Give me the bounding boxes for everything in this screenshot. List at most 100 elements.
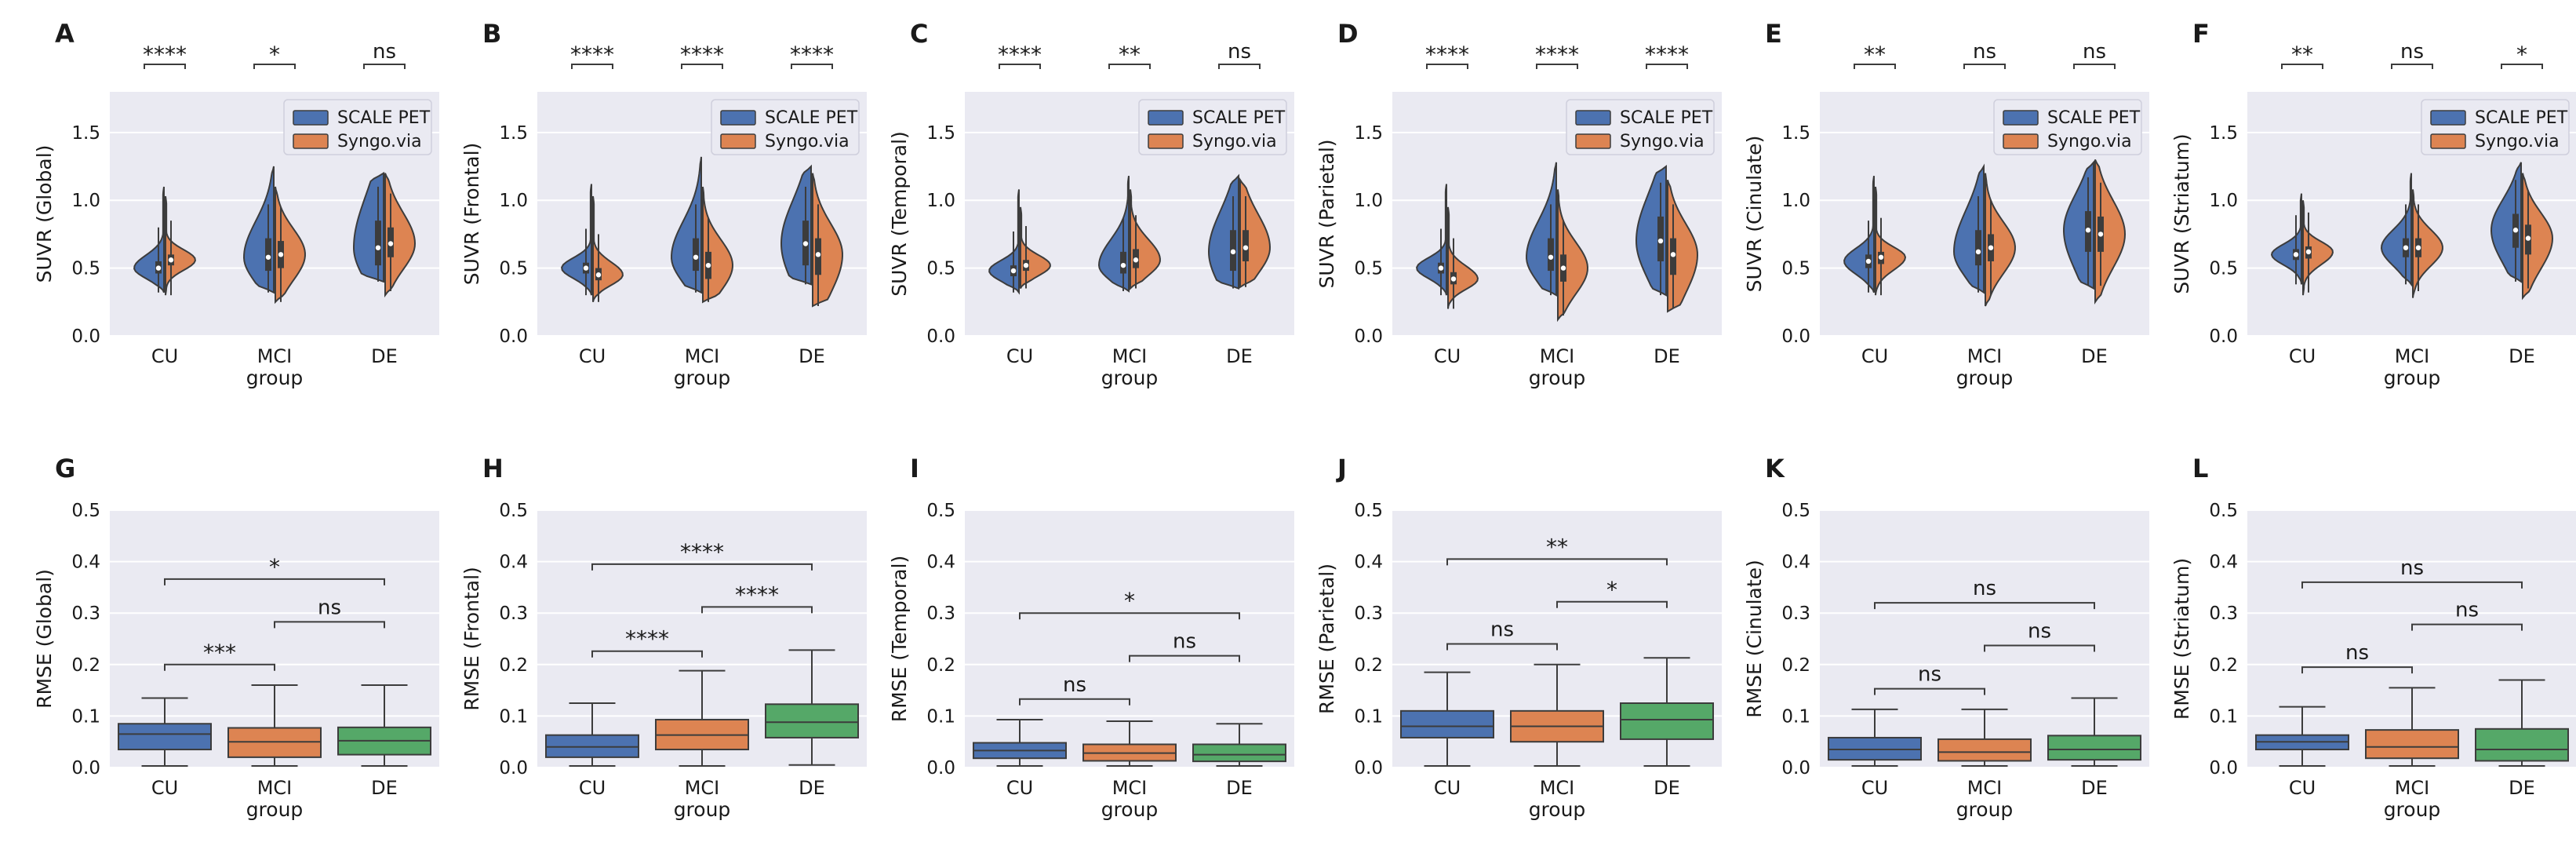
violin-iqr-box [1975, 230, 1981, 266]
significance-label: **** [570, 42, 614, 67]
significance-bracket [1646, 64, 1688, 69]
comparison-label: **** [680, 539, 724, 565]
box-de [2475, 679, 2569, 768]
comparison-label: ns [2455, 599, 2479, 622]
y-tick-label: 0.4 [1354, 552, 1383, 573]
y-tick-label: 0.3 [1781, 604, 1810, 624]
x-tick-label: MCI [2395, 345, 2430, 367]
y-tick-label: 0.4 [2209, 552, 2238, 573]
significance-bracket [144, 64, 186, 69]
violin-median-point [1548, 254, 1554, 260]
box-cu [2255, 706, 2349, 768]
y-axis-label: RMSE (Striatum) [2170, 558, 2193, 720]
comparison-label: ns [1063, 673, 1086, 697]
y-tick-label: 0.1 [1354, 706, 1383, 727]
violin-median-point [1670, 252, 1676, 257]
legend-swatch-scale-pet [293, 110, 329, 126]
significance-bracket [2281, 64, 2323, 69]
violin-scale-pet-de [2490, 162, 2522, 283]
violin-median-point [693, 254, 699, 260]
violin-syngo-via-mci [1557, 189, 1588, 323]
y-tick-label: 0.0 [71, 326, 100, 347]
violin-median-point [815, 252, 821, 257]
comparison-bracket [1556, 600, 1668, 608]
y-tick-label: 0.3 [2209, 604, 2238, 624]
y-tick-label: 0.5 [1781, 259, 1810, 279]
y-tick-label: 0.0 [1354, 326, 1383, 347]
y-tick-label: 1.5 [1781, 123, 1810, 144]
comparison-bracket [1874, 602, 2095, 610]
significance-label: ns [1973, 40, 1996, 64]
legend-label: Syngo.via [2047, 132, 2132, 151]
box-iqr [1192, 743, 1286, 763]
comparison-bracket [591, 650, 703, 658]
x-tick-label: CU [1434, 777, 1461, 799]
panel-f: F 0.0 0.5 1.0 1.5 SUVR (Striatum) CU MCI DE group… [2170, 19, 2576, 389]
y-tick-label: 0.0 [499, 758, 528, 779]
comparison-label: **** [735, 582, 779, 607]
y-tick-label: 0.0 [1781, 326, 1810, 347]
panel-label: C [910, 19, 928, 49]
x-tick-label: DE [371, 777, 398, 799]
legend: SCALE PET Syngo.via [1138, 99, 1287, 155]
panel-e: E 0.0 0.5 1.0 1.5 SUVR (Cinulate) CU MCI DE group… [1743, 19, 2149, 389]
y-tick-label: 0.4 [499, 552, 528, 573]
panel-label: H [482, 454, 504, 483]
comparison-label: * [1606, 577, 1617, 603]
violin-iqr-box [1548, 238, 1554, 272]
legend-swatch-syngo-via [720, 133, 756, 149]
x-axis-label: group [246, 366, 304, 389]
box-iqr [765, 703, 859, 738]
box-iqr [1620, 702, 1714, 740]
significance-label: * [2516, 42, 2527, 67]
legend-swatch-syngo-via [2003, 133, 2039, 149]
box-cu [545, 702, 639, 768]
significance-label: **** [143, 42, 187, 67]
violin-median-point [2512, 228, 2519, 233]
x-axis-label: group [1956, 366, 2014, 389]
violin-median-point [1865, 258, 1872, 264]
violin-median-point [2293, 252, 2299, 257]
y-tick-label: 1.5 [2209, 123, 2238, 144]
violin-median-point [2403, 245, 2409, 250]
significance-label: ** [1119, 42, 1141, 67]
comparison-label: ns [1490, 618, 1514, 642]
violin-syngo-via-mci [275, 186, 306, 304]
y-tick-label: 0.0 [1354, 758, 1383, 779]
y-tick-label: 0.0 [71, 758, 100, 779]
violin-median-point [802, 241, 809, 246]
x-tick-label: CU [579, 777, 606, 799]
comparison-label: * [269, 554, 280, 580]
violin-median-point [1975, 249, 1981, 255]
significance-label: ns [2083, 40, 2106, 64]
panel-k: K 0.0 0.1 0.2 0.3 0.4 0.5 RMSE (Cinulate) CU MCI D… [1743, 454, 2149, 821]
legend: SCALE PET Syngo.via [283, 99, 432, 155]
significance-bracket [253, 64, 296, 69]
legend-label: SCALE PET [1192, 108, 1286, 128]
y-tick-label: 0.1 [499, 706, 528, 727]
violin-median-point [1657, 238, 1664, 244]
violin-median-point [168, 257, 174, 263]
x-tick-label: MCI [257, 777, 293, 799]
violin-syngo-via-cu [2302, 200, 2334, 296]
box-mci [2365, 687, 2459, 768]
box-cu [973, 718, 1067, 768]
panel-l: L 0.0 0.1 0.2 0.3 0.4 0.5 RMSE (Striatum) CU MCI D… [2170, 454, 2576, 821]
y-tick-label: 0.5 [1354, 501, 1383, 521]
box-mci [655, 669, 749, 768]
significance-bracket [571, 64, 613, 69]
y-tick-label: 0.1 [71, 706, 100, 727]
violin-syngo-via-mci [2412, 189, 2443, 298]
y-axis-label: SUVR (Striatum) [2170, 133, 2193, 294]
significance-bracket [2501, 64, 2543, 69]
comparison-bracket [1984, 644, 2095, 652]
violin-syngo-via-cu [1875, 186, 1907, 296]
comparison-label: **** [625, 626, 669, 652]
significance-bracket [791, 64, 833, 69]
panel-h: H 0.0 0.1 0.2 0.3 0.4 0.5 RMSE (Frontal) CU MCI DE… [460, 454, 867, 821]
violin-median-point [1438, 265, 1444, 271]
legend-label: Syngo.via [1620, 132, 1705, 151]
comparison-bracket [164, 663, 275, 671]
x-axis-label: group [674, 366, 731, 389]
box-iqr [2365, 729, 2459, 760]
